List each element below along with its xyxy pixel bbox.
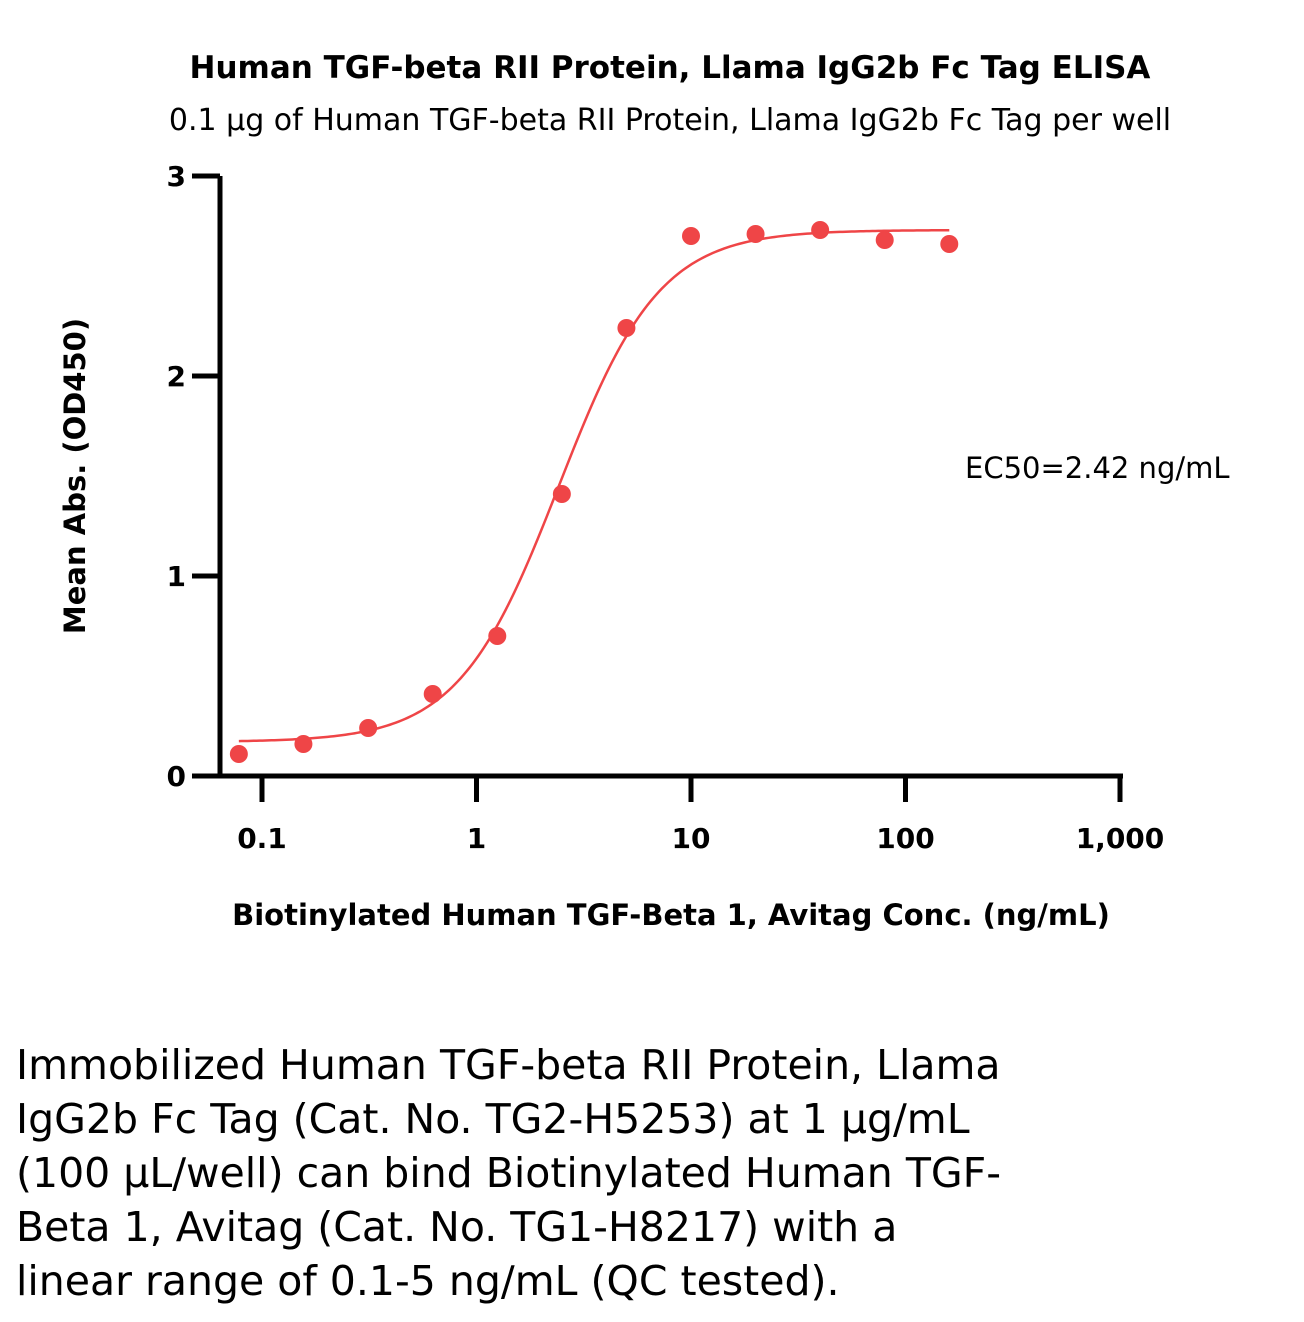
x-tick-label: 1: [467, 822, 486, 855]
data-point: [875, 231, 894, 249]
figure-caption: Immobilized Human TGF-beta RII Protein, …: [16, 1038, 1116, 1308]
y-axis-ticks: 0 1 2 3: [167, 160, 220, 793]
data-point: [294, 735, 313, 753]
y-tick-label: 0: [167, 760, 186, 793]
caption-line: Beta 1, Avitag (Cat. No. TG1-H8217) with…: [16, 1203, 898, 1251]
x-tick-label: 1,000: [1076, 822, 1165, 855]
caption-line: (100 μL/well) can bind Biotinylated Huma…: [16, 1149, 1002, 1197]
data-point: [682, 227, 700, 245]
data-points: [229, 221, 959, 763]
x-tick-label: 10: [672, 822, 711, 855]
data-point: [488, 627, 507, 645]
data-point: [811, 221, 830, 239]
data-point: [359, 719, 378, 737]
y-tick-label: 2: [167, 360, 186, 393]
fit-curve: [238, 228, 950, 743]
x-axis-ticks: 0.1 1 10 100 1,000: [237, 776, 1164, 855]
caption-line: Immobilized Human TGF-beta RII Protein, …: [16, 1041, 1001, 1089]
data-point: [746, 225, 765, 243]
elisa-chart: Human TGF-beta RII Protein, Llama IgG2b …: [58, 50, 1230, 932]
data-point: [423, 685, 442, 703]
x-tick-label: 100: [876, 822, 934, 855]
data-point: [552, 485, 571, 503]
x-tick-label: 0.1: [237, 822, 287, 855]
caption-line: IgG2b Fc Tag (Cat. No. TG2-H5253) at 1 μ…: [16, 1095, 970, 1143]
y-tick-label: 3: [167, 160, 186, 193]
data-point: [617, 319, 636, 337]
chart-subtitle: 0.1 μg of Human TGF-beta RII Protein, Ll…: [169, 103, 1171, 138]
caption-line: linear range of 0.1-5 ng/mL (QC tested).: [16, 1257, 840, 1305]
ec50-annotation: EC50=2.42 ng/mL: [965, 451, 1230, 485]
chart-title: Human TGF-beta RII Protein, Llama IgG2b …: [190, 50, 1151, 86]
data-point: [940, 235, 959, 253]
x-axis-label: Biotinylated Human TGF-Beta 1, Avitag Co…: [232, 898, 1110, 932]
y-tick-label: 1: [167, 560, 186, 593]
y-axis-label: Mean Abs. (OD450): [58, 318, 92, 634]
data-point: [229, 745, 248, 763]
